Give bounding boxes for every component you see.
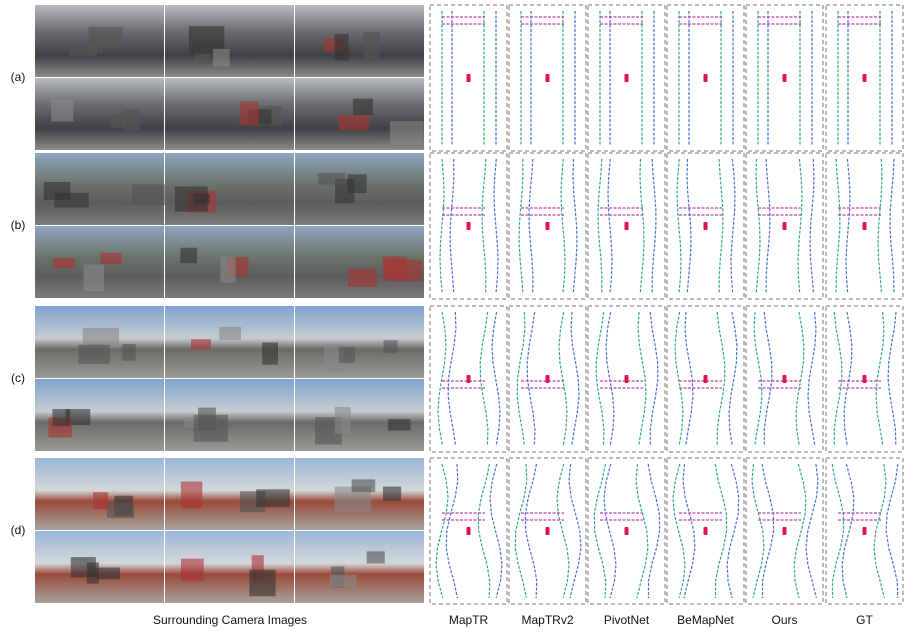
scene-detail <box>175 186 208 211</box>
row-label: (a) <box>11 70 26 84</box>
scene-detail <box>69 45 97 56</box>
row-label: (c) <box>11 371 25 385</box>
scene-detail <box>107 502 134 518</box>
scene-detail <box>388 419 410 431</box>
ego-vehicle <box>783 527 787 535</box>
camera-image <box>165 306 294 378</box>
scene-detail <box>180 248 197 263</box>
scene-detail <box>240 101 259 125</box>
ego-vehicle <box>467 375 471 383</box>
scene-detail <box>96 568 120 580</box>
page: Surrounding Camera Images (a) (b) (c) (d) Ma… <box>0 0 907 634</box>
scene-detail <box>363 32 379 60</box>
scene-detail <box>249 570 275 596</box>
camera-caption: Surrounding Camera Images <box>153 613 307 627</box>
scene-detail <box>352 479 376 492</box>
ego-vehicle <box>863 527 867 535</box>
ego-vehicle <box>546 375 550 383</box>
scene-detail <box>335 34 349 61</box>
scene-detail <box>383 340 397 353</box>
column-label: MapTR <box>449 613 489 627</box>
ego-vehicle <box>625 74 629 82</box>
scene-detail <box>262 342 278 364</box>
scene-detail <box>53 258 75 268</box>
scene-detail <box>256 489 290 507</box>
scene-detail <box>390 121 424 144</box>
row-label: (d) <box>11 523 26 537</box>
scene-detail <box>383 487 401 501</box>
scene-detail <box>132 184 166 205</box>
ego-vehicle <box>863 375 867 383</box>
scene-detail <box>367 551 385 563</box>
scene-detail <box>194 415 228 442</box>
column-label: GT <box>856 613 873 627</box>
ego-vehicle <box>625 222 629 230</box>
figure: Surrounding Camera Images (a) (b) (c) (d) Ma… <box>0 0 907 634</box>
scene-detail <box>181 482 202 509</box>
camera-image <box>295 306 424 378</box>
ego-vehicle <box>783 375 787 383</box>
ego-vehicle <box>467 527 471 535</box>
scene-detail <box>318 173 346 185</box>
camera-images <box>35 5 424 603</box>
scene-detail <box>89 27 123 48</box>
scene-detail <box>339 347 355 363</box>
camera-image <box>165 379 294 451</box>
scene-detail <box>338 115 368 130</box>
camera-image <box>295 531 424 603</box>
scene-detail <box>221 257 236 283</box>
ego-vehicle <box>704 527 708 535</box>
scene-detail <box>78 345 110 364</box>
ego-vehicle <box>625 527 629 535</box>
scene-detail <box>353 99 373 115</box>
ego-vehicle <box>704 375 708 383</box>
scene-detail <box>330 575 357 588</box>
ego-vehicle <box>704 74 708 82</box>
ego-vehicle <box>863 74 867 82</box>
ego-vehicle <box>863 222 867 230</box>
scene-detail <box>51 99 73 121</box>
ego-vehicle <box>546 527 550 535</box>
ego-vehicle <box>546 222 550 230</box>
scene-detail <box>52 409 70 426</box>
scene-detail <box>84 264 104 291</box>
ego-vehicle <box>625 375 629 383</box>
camera-image <box>295 379 424 451</box>
ego-vehicle <box>467 222 471 230</box>
scene-detail <box>101 253 122 264</box>
scene-detail <box>219 327 241 340</box>
ego-vehicle <box>783 222 787 230</box>
scene-detail <box>335 407 351 434</box>
ego-vehicle <box>546 74 550 82</box>
scene-detail <box>191 339 211 349</box>
scene-detail <box>122 344 135 361</box>
column-label: BeMapNet <box>677 613 734 627</box>
scene-detail <box>93 492 108 509</box>
scene-detail <box>54 193 88 208</box>
column-label: MapTRv2 <box>521 613 573 627</box>
column-label: PivotNet <box>604 613 650 627</box>
camera-image <box>295 5 424 77</box>
camera-image <box>35 531 164 603</box>
ego-vehicle <box>783 74 787 82</box>
ego-vehicle <box>467 74 471 82</box>
scene-detail <box>348 269 377 287</box>
scene-detail <box>87 562 99 583</box>
map-panels <box>430 5 903 604</box>
ego-vehicle <box>704 222 708 230</box>
row-label: (b) <box>11 218 26 232</box>
scene-detail <box>111 114 126 128</box>
scene-detail <box>213 49 230 67</box>
column-label: Ours <box>771 613 797 627</box>
scene-detail <box>385 260 422 281</box>
scene-detail <box>181 559 204 581</box>
